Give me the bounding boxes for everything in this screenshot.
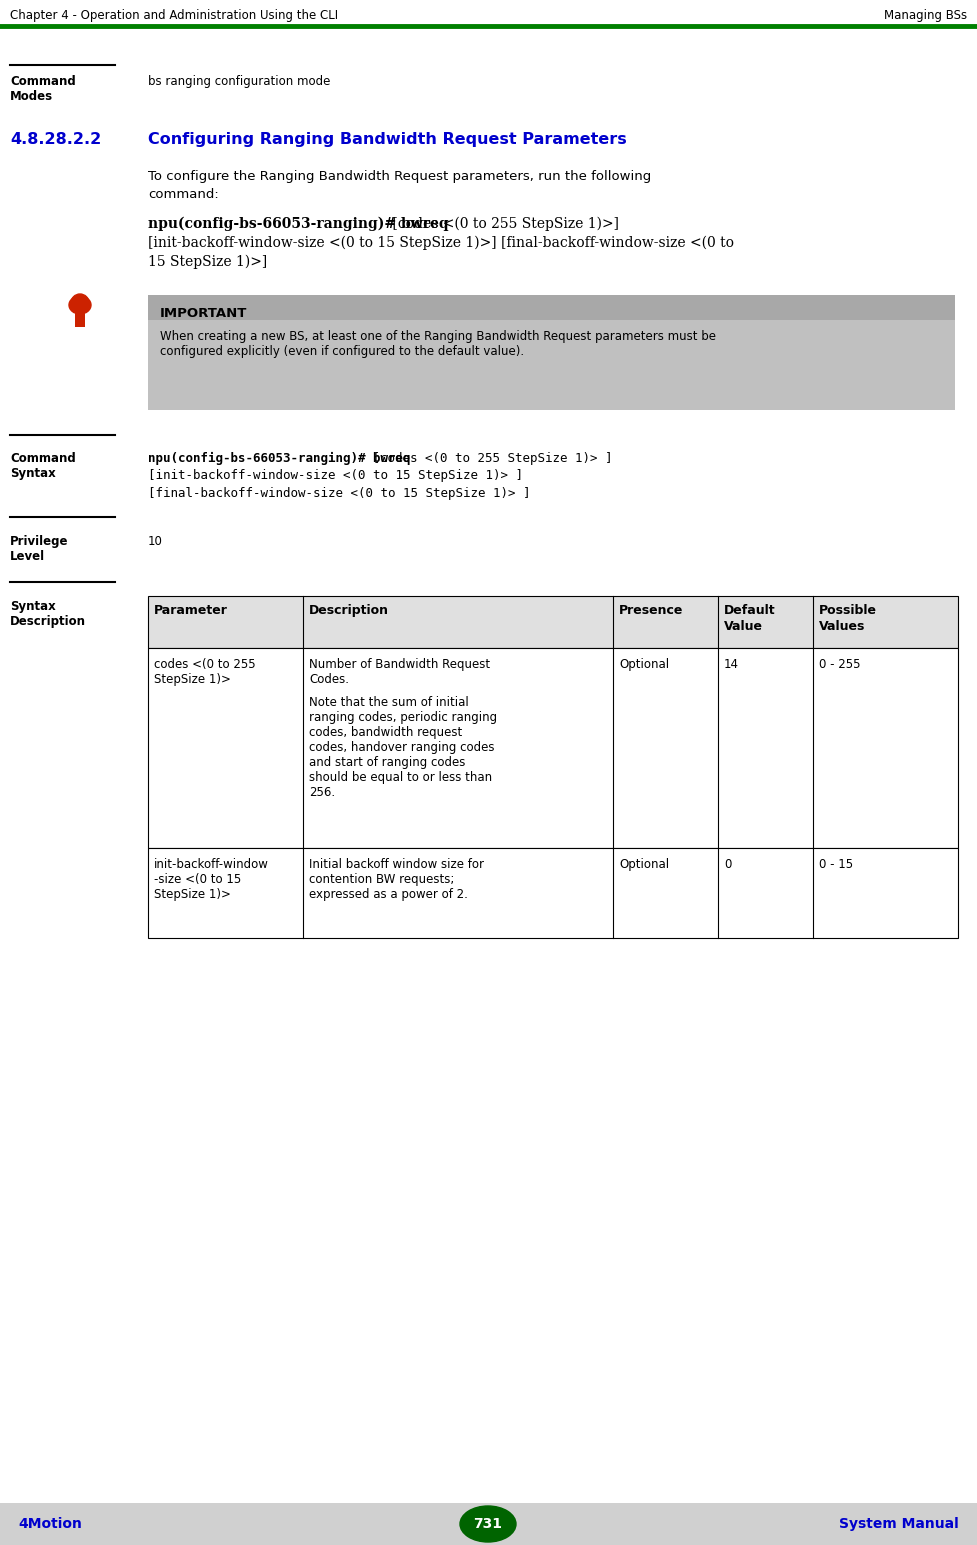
- Text: Values: Values: [819, 620, 866, 633]
- Text: Optional: Optional: [619, 857, 669, 871]
- Text: configured explicitly (even if configured to the default value).: configured explicitly (even if configure…: [160, 345, 524, 358]
- Ellipse shape: [69, 297, 91, 314]
- Text: Default: Default: [724, 604, 776, 616]
- Text: 14: 14: [724, 658, 739, 671]
- Text: Value: Value: [724, 620, 763, 633]
- Text: 731: 731: [474, 1517, 502, 1531]
- Text: 0 - 15: 0 - 15: [819, 857, 853, 871]
- Text: Syntax: Syntax: [10, 599, 56, 613]
- Text: Configuring Ranging Bandwidth Request Parameters: Configuring Ranging Bandwidth Request Pa…: [148, 131, 627, 147]
- Text: 10: 10: [148, 535, 163, 548]
- Text: [codes <(0 to 255 StepSize 1)>]: [codes <(0 to 255 StepSize 1)>]: [389, 216, 619, 232]
- Text: -size <(0 to 15: -size <(0 to 15: [154, 873, 241, 885]
- Text: Privilege: Privilege: [10, 535, 68, 548]
- Text: [init-backoff-window-size <(0 to 15 StepSize 1)> ]: [init-backoff-window-size <(0 to 15 Step…: [148, 470, 523, 482]
- Text: npu(config-bs-66053-ranging)# bwreq: npu(config-bs-66053-ranging)# bwreq: [148, 216, 448, 232]
- Text: 15 StepSize 1)>]: 15 StepSize 1)>]: [148, 255, 268, 269]
- Text: Note that the sum of initial: Note that the sum of initial: [309, 695, 469, 709]
- Text: 0 - 255: 0 - 255: [819, 658, 861, 671]
- Text: Possible: Possible: [819, 604, 877, 616]
- Text: bs ranging configuration mode: bs ranging configuration mode: [148, 76, 330, 88]
- Text: codes, bandwidth request: codes, bandwidth request: [309, 726, 462, 739]
- Text: should be equal to or less than: should be equal to or less than: [309, 771, 492, 783]
- Text: command:: command:: [148, 188, 219, 201]
- Bar: [148, 596, 958, 647]
- Text: and start of ranging codes: and start of ranging codes: [309, 756, 465, 769]
- Bar: [148, 647, 958, 848]
- Text: Optional: Optional: [619, 658, 669, 671]
- Text: contention BW requests;: contention BW requests;: [309, 873, 454, 885]
- Text: Command: Command: [10, 453, 76, 465]
- Text: When creating a new BS, at least one of the Ranging Bandwidth Request parameters: When creating a new BS, at least one of …: [160, 331, 716, 343]
- Text: Codes.: Codes.: [309, 674, 349, 686]
- Text: Modes: Modes: [10, 90, 53, 104]
- Text: npu(config-bs-66053-ranging)# bwreq: npu(config-bs-66053-ranging)# bwreq: [148, 453, 410, 465]
- Text: init-backoff-window: init-backoff-window: [154, 857, 269, 871]
- Text: Description: Description: [10, 615, 86, 627]
- Text: 0: 0: [724, 857, 732, 871]
- Text: IMPORTANT: IMPORTANT: [160, 307, 247, 320]
- Text: Number of Bandwidth Request: Number of Bandwidth Request: [309, 658, 490, 671]
- Bar: [148, 848, 958, 938]
- Text: [final-backoff-window-size <(0 to 15 StepSize 1)> ]: [final-backoff-window-size <(0 to 15 Ste…: [148, 487, 531, 501]
- Text: Level: Level: [10, 550, 45, 562]
- Text: StepSize 1)>: StepSize 1)>: [154, 888, 231, 901]
- Text: codes, handover ranging codes: codes, handover ranging codes: [309, 742, 494, 754]
- Circle shape: [71, 294, 89, 312]
- Text: Command: Command: [10, 76, 76, 88]
- Text: Initial backoff window size for: Initial backoff window size for: [309, 857, 484, 871]
- Text: System Manual: System Manual: [839, 1517, 959, 1531]
- Bar: [75, 297, 85, 328]
- Text: 256.: 256.: [309, 786, 335, 799]
- Text: Chapter 4 - Operation and Administration Using the CLI: Chapter 4 - Operation and Administration…: [10, 9, 338, 23]
- Text: expressed as a power of 2.: expressed as a power of 2.: [309, 888, 468, 901]
- Text: Parameter: Parameter: [154, 604, 228, 616]
- Text: [init-backoff-window-size <(0 to 15 StepSize 1)>] [final-backoff-window-size <(0: [init-backoff-window-size <(0 to 15 Step…: [148, 236, 734, 250]
- Bar: [0, 1503, 977, 1545]
- Text: 4Motion: 4Motion: [18, 1517, 82, 1531]
- Text: 4.8.28.2.2: 4.8.28.2.2: [10, 131, 102, 147]
- Ellipse shape: [460, 1506, 516, 1542]
- Text: Presence: Presence: [619, 604, 683, 616]
- Text: Syntax: Syntax: [10, 467, 56, 480]
- Text: [codes <(0 to 255 StepSize 1)> ]: [codes <(0 to 255 StepSize 1)> ]: [365, 453, 613, 465]
- Bar: [148, 295, 955, 409]
- Text: Description: Description: [309, 604, 389, 616]
- Text: Managing BSs: Managing BSs: [884, 9, 967, 23]
- Bar: [148, 295, 955, 320]
- Text: To configure the Ranging Bandwidth Request parameters, run the following: To configure the Ranging Bandwidth Reque…: [148, 170, 652, 182]
- Text: codes <(0 to 255: codes <(0 to 255: [154, 658, 256, 671]
- Text: StepSize 1)>: StepSize 1)>: [154, 674, 231, 686]
- Text: ranging codes, periodic ranging: ranging codes, periodic ranging: [309, 711, 497, 725]
